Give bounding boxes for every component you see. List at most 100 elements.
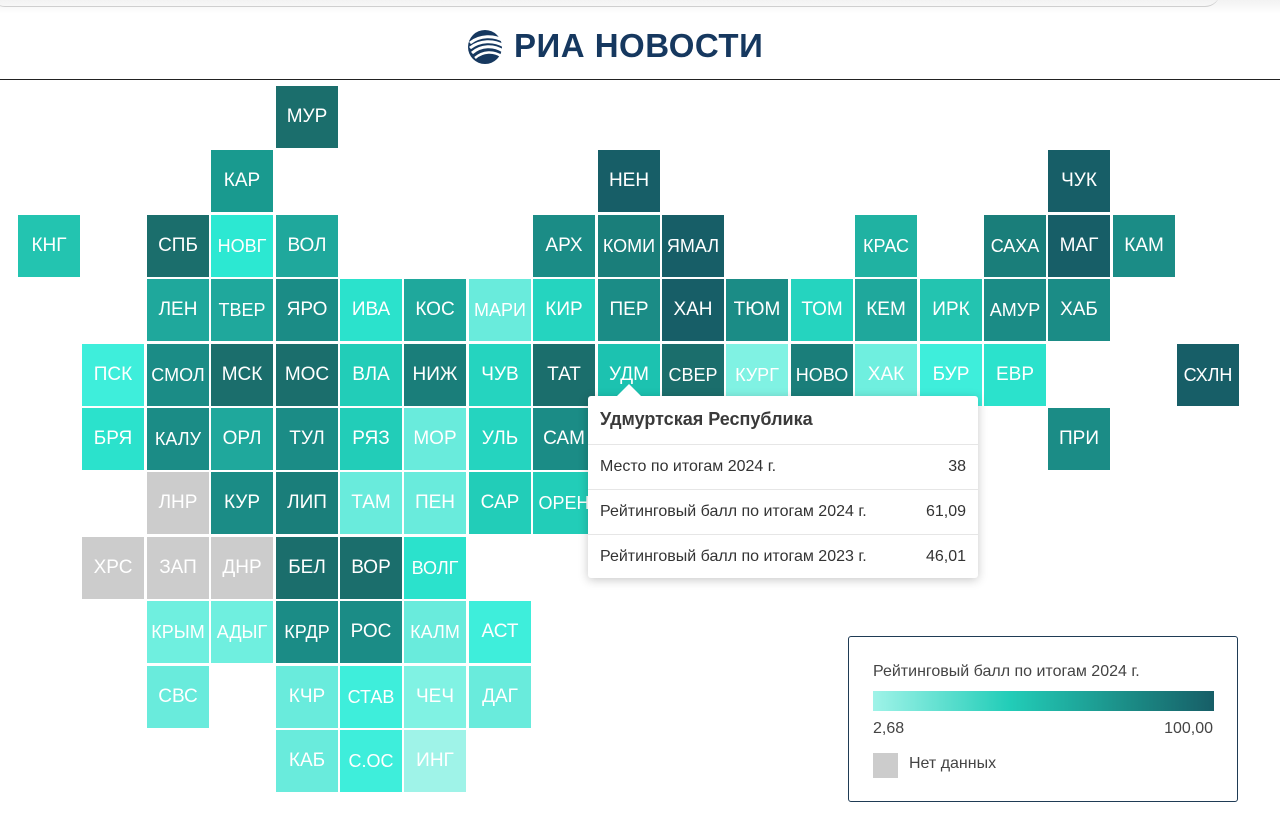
region-tile[interactable]: КОС <box>404 279 466 341</box>
region-tile[interactable]: ТЮМ <box>726 279 788 341</box>
region-tile[interactable]: ЕВР <box>984 344 1046 406</box>
region-tile[interactable]: ДНР <box>211 537 273 599</box>
region-tile[interactable]: СМОЛ <box>147 344 209 406</box>
region-tooltip: Удмуртская Республика Место по итогам 20… <box>588 384 978 580</box>
region-tile[interactable]: МОР <box>404 408 466 470</box>
region-tile[interactable]: ХАН <box>662 279 724 341</box>
region-tile[interactable]: С.ОС <box>340 730 402 792</box>
region-tile[interactable]: КРАС <box>855 215 917 277</box>
region-tile[interactable]: ЗАП <box>147 537 209 599</box>
region-tile[interactable]: КИР <box>533 279 595 341</box>
region-tile[interactable]: САМ <box>533 408 595 470</box>
legend-max-label: 100,00 <box>1164 720 1213 737</box>
region-tile[interactable]: КАЛУ <box>147 408 209 470</box>
tooltip-row-score-2024: Рейтинговый балл по итогам 2024 г. 61,09 <box>588 489 978 535</box>
region-tile[interactable]: МАГ <box>1048 215 1110 277</box>
browser-top-edge <box>0 0 1280 14</box>
region-tile[interactable]: БУР <box>920 344 982 406</box>
region-tile[interactable]: АДЫГ <box>211 601 273 663</box>
map-legend: Рейтинговый балл по итогам 2024 г. 2,68 … <box>848 636 1238 802</box>
region-tile[interactable]: КАЛМ <box>404 601 466 663</box>
region-tile[interactable]: ИНГ <box>404 730 466 792</box>
region-tile[interactable]: МУР <box>276 86 338 148</box>
legend-no-data-label: Нет данных <box>909 755 997 772</box>
legend-min-label: 2,68 <box>873 720 905 737</box>
region-tile[interactable]: СТАВ <box>340 666 402 728</box>
ria-logo[interactable]: РИА НОВОСТИ <box>466 26 763 66</box>
region-tile[interactable]: БЕЛ <box>276 537 338 599</box>
region-tile[interactable]: НЕН <box>598 150 660 212</box>
tooltip-row-rank: Место по итогам 2024 г. 38 <box>588 444 978 490</box>
region-tile[interactable]: ПРИ <box>1048 408 1110 470</box>
region-tile[interactable]: УЛЬ <box>469 408 531 470</box>
region-tile[interactable]: КНГ <box>18 215 80 277</box>
region-tile[interactable]: ИВА <box>340 279 402 341</box>
region-tile[interactable]: ЯМАЛ <box>662 215 724 277</box>
region-tile[interactable]: ВОЛГ <box>404 537 466 599</box>
region-tile[interactable]: ЧУВ <box>469 344 531 406</box>
region-tile[interactable]: ЧУК <box>1048 150 1110 212</box>
region-tile[interactable]: НИЖ <box>404 344 466 406</box>
legend-title: Рейтинговый балл по итогам 2024 г. <box>873 663 1140 680</box>
region-tile[interactable]: ИРК <box>920 279 982 341</box>
region-tile[interactable]: ХРС <box>82 537 144 599</box>
site-header: РИА НОВОСТИ <box>0 14 1280 80</box>
region-tile[interactable]: МАРИ <box>469 279 531 341</box>
region-tile[interactable]: РЯЗ <box>340 408 402 470</box>
region-tile[interactable]: ХАК <box>855 344 917 406</box>
region-tile[interactable]: КУР <box>211 472 273 534</box>
legend-no-data-swatch <box>873 753 898 778</box>
region-tile[interactable]: ЛИП <box>276 472 338 534</box>
region-tile[interactable]: ПЕР <box>598 279 660 341</box>
region-tile[interactable]: ПСК <box>82 344 144 406</box>
region-tile[interactable]: ХАБ <box>1048 279 1110 341</box>
region-tile[interactable]: ТОМ <box>791 279 853 341</box>
region-tile[interactable]: БРЯ <box>82 408 144 470</box>
region-tile[interactable]: СПБ <box>147 215 209 277</box>
region-tile[interactable]: СВЕР <box>662 344 724 406</box>
region-tile[interactable]: ТВЕР <box>211 279 273 341</box>
region-tile[interactable]: САР <box>469 472 531 534</box>
region-tile[interactable]: САХА <box>984 215 1046 277</box>
region-tile[interactable]: МСК <box>211 344 273 406</box>
logo-text: РИА НОВОСТИ <box>514 27 764 64</box>
region-tile[interactable]: ВОР <box>340 537 402 599</box>
tooltip-label: Рейтинговый балл по итогам 2023 г. <box>600 548 867 565</box>
region-tile[interactable]: КРДР <box>276 601 338 663</box>
region-tile[interactable]: МОС <box>276 344 338 406</box>
region-tile[interactable]: КОМИ <box>598 215 660 277</box>
region-tile[interactable]: РОС <box>340 601 402 663</box>
region-tile[interactable]: НОВО <box>791 344 853 406</box>
region-tile[interactable]: АСТ <box>469 601 531 663</box>
region-tile[interactable]: КАМ <box>1113 215 1175 277</box>
region-tile[interactable]: КУРГ <box>726 344 788 406</box>
region-tile[interactable]: УДМ <box>598 344 660 406</box>
region-tile[interactable]: ВЛА <box>340 344 402 406</box>
tooltip-value: 46,01 <box>925 548 966 565</box>
region-tile[interactable]: ТАМ <box>340 472 402 534</box>
region-tile[interactable]: КАБ <box>276 730 338 792</box>
region-tile[interactable]: СВС <box>147 666 209 728</box>
region-tile[interactable]: КАР <box>211 150 273 212</box>
region-tile[interactable]: КРЫМ <box>147 601 209 663</box>
region-tile[interactable]: КЧР <box>276 666 338 728</box>
tooltip-row-score-2023: Рейтинговый балл по итогам 2023 г. 46,01 <box>588 534 978 580</box>
region-tile[interactable]: ВОЛ <box>276 215 338 277</box>
region-tile[interactable]: ОРЛ <box>211 408 273 470</box>
region-tile[interactable]: СХЛН <box>1177 344 1239 406</box>
region-tile[interactable]: АМУР <box>984 279 1046 341</box>
region-tile[interactable]: АРХ <box>533 215 595 277</box>
region-tile[interactable]: ТАТ <box>533 344 595 406</box>
region-tile[interactable]: НОВГ <box>211 215 273 277</box>
region-tile[interactable]: ОРЕН <box>533 472 595 534</box>
region-tile[interactable]: ЯРО <box>276 279 338 341</box>
region-tile[interactable]: ТУЛ <box>276 408 338 470</box>
region-tile[interactable]: ЛНР <box>147 472 209 534</box>
tooltip-region-name: Удмуртская Республика <box>600 409 813 429</box>
region-tile[interactable]: ДАГ <box>469 666 531 728</box>
region-tile[interactable]: ЛЕН <box>147 279 209 341</box>
region-tile[interactable]: ПЕН <box>404 472 466 534</box>
region-tile[interactable]: ЧЕЧ <box>404 666 466 728</box>
region-tile[interactable]: КЕМ <box>855 279 917 341</box>
